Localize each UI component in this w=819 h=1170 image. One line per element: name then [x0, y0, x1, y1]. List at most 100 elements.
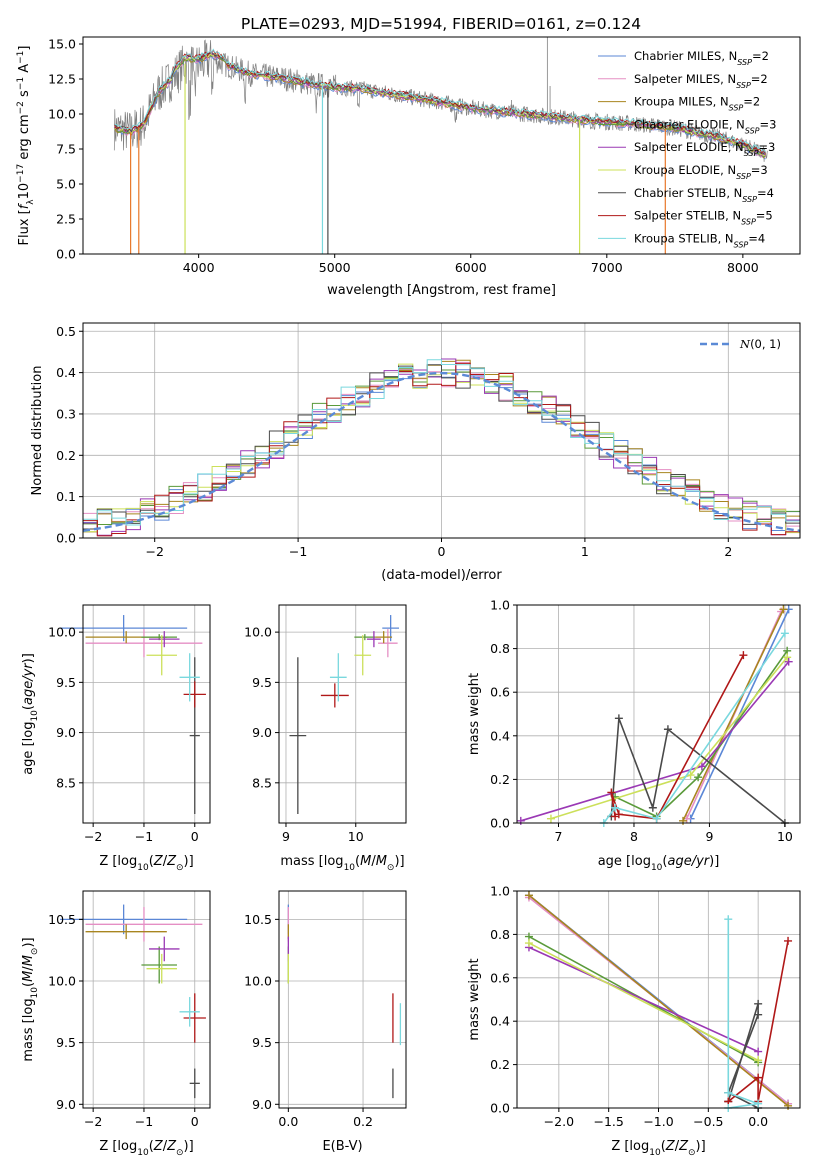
errorbar-kroupa-miles [85, 924, 167, 940]
x-tick-label: 0.0 [278, 1114, 298, 1129]
y-tick-label: 9.5 [252, 675, 272, 690]
x-tick-label: 2 [724, 544, 732, 559]
plot-frame [516, 604, 801, 824]
y-tick-label: 0.0 [56, 531, 76, 546]
series-point [516, 816, 525, 825]
series-point [652, 814, 661, 823]
x-tick-label: 6000 [455, 260, 487, 275]
series-point [724, 1088, 733, 1097]
y-tick-label: 9.0 [252, 725, 272, 740]
y-tick-label: 0.4 [56, 365, 76, 380]
y-tick-label: 0.6 [490, 970, 510, 985]
axes-mass-vs-EBV [279, 891, 406, 1108]
series-kroupa-stelib [599, 629, 789, 827]
model-line-chabrier-stelib [114, 51, 767, 155]
x-tick-label: −1 [289, 544, 307, 559]
series-point [694, 773, 703, 782]
errorbars-age-vs-Z [60, 615, 206, 814]
legend-label-kroupa-elodie: Kroupa ELODIE, NSSP=3 [634, 163, 768, 181]
series-line [528, 894, 789, 1107]
y-axis-label: mass weight [467, 958, 482, 1040]
x-axis-label: age [log10(age/yr)] [598, 854, 720, 873]
y-tick-label: 0.2 [490, 1057, 510, 1072]
plot-frame [82, 36, 801, 255]
x-tick-label: 5000 [319, 260, 351, 275]
series-point [648, 803, 657, 812]
frame-spectrum: 4000 5000 6000 7000 8000 0.0 2.5 5.0 7.5 10.0 12.5… [48, 36, 801, 275]
y-tick-label: 10.0 [244, 974, 272, 989]
x-axis-label: Z [log10(Z/Z⊙)] [611, 1139, 705, 1158]
y-tick-label: 12.5 [48, 72, 76, 87]
x-tick-label: 4000 [183, 260, 215, 275]
y-tick-label: 8.5 [252, 775, 272, 790]
errorbar-kroupa-miles [375, 631, 393, 644]
y-tick-label: 9.0 [56, 1097, 76, 1112]
legend-label-chabrier-elodie: Chabrier ELODIE, NSSP=3 [634, 117, 776, 135]
weight-lines-mass-weight-vs-age [516, 605, 793, 827]
x-tick-label: 7000 [591, 260, 623, 275]
errorbar-chabrier-elodie [141, 946, 177, 984]
y-tick-label: 0.1 [56, 489, 76, 504]
plot-frame [82, 890, 211, 1109]
series-point [724, 915, 733, 924]
axes-mass-vs-Z [83, 891, 210, 1108]
plot-frame [278, 604, 407, 824]
x-tick-label: 0.2 [353, 1114, 373, 1129]
x-tick-label: 0 [191, 1114, 199, 1129]
errorbar-salpeter-stelib [320, 683, 349, 708]
series-line [727, 1003, 759, 1109]
y-tick-label: 1.0 [490, 884, 510, 899]
errorbar-chabrier-stelib [189, 1068, 200, 1099]
frame-mass-vs-EBV: 0.0 0.2 9.0 9.5 10.0 10.5 [244, 890, 407, 1129]
y-tick-label: 10.0 [48, 625, 76, 640]
normal-curve [83, 371, 800, 532]
series-salpeter-elodie [524, 943, 763, 1056]
series-point [784, 936, 793, 945]
axes-age-vs-mass [279, 605, 406, 823]
series-line [614, 650, 788, 818]
residual-legend: N(0, 1) [700, 337, 781, 351]
axes-residuals [83, 323, 800, 539]
series-point [780, 629, 789, 638]
x-tick-label: −2 [145, 544, 163, 559]
x-axis-label: mass [log10(M/M⊙)] [280, 854, 404, 873]
series-chabrier-miles [686, 605, 793, 823]
spectrum-lines [113, 37, 768, 254]
legend-label-normal: N(0, 1) [739, 337, 781, 351]
series-point [754, 999, 763, 1008]
series-point [611, 803, 620, 812]
x-tick-label: 9 [282, 829, 290, 844]
x-tick-label: 0 [438, 544, 446, 559]
errorbar-kroupa-elodie [354, 635, 372, 676]
y-tick-label: 9.5 [56, 1035, 76, 1050]
series-line [727, 940, 789, 1103]
errorbar-chabrier-stelib [289, 657, 307, 814]
series-chabrier-stelib [724, 999, 763, 1112]
legend-label-salpeter-elodie: Salpeter ELODIE, NSSP=3 [634, 140, 775, 158]
y-tick-label: 9.0 [252, 1097, 272, 1112]
series-point [607, 788, 616, 797]
errorbar-salpeter-elodie [149, 631, 180, 648]
y-tick-label: 0.5 [56, 324, 76, 339]
model-line-kroupa-stelib [114, 48, 767, 153]
x-tick-label: 1 [581, 544, 589, 559]
y-tick-label: 10.5 [244, 912, 272, 927]
frame-age-vs-Z: −2 −1 0 8.5 9.0 9.5 10.0 [48, 604, 211, 844]
errorbar-salpeter-miles [85, 907, 203, 942]
series-point [754, 1056, 763, 1065]
errorbar-chabrier-stelib [189, 657, 200, 814]
series-point [754, 1047, 763, 1056]
x-tick-label: −2 [84, 1114, 102, 1129]
x-axis-label: (data-model)/error [381, 568, 502, 583]
frame-mass-weight-vs-age: 7 8 9 10 0.0 0.2 0.4 0.6 0.8 1.0 [490, 598, 801, 844]
series-point [614, 714, 623, 723]
y-tick-label: 0.2 [490, 772, 510, 787]
model-line-salpeter-stelib [113, 49, 767, 154]
plot-frame [278, 890, 407, 1109]
y-axis-label: Flux [fλ10−17 erg cm−2 s−1 A−1] [16, 46, 36, 246]
x-tick-label: −0.5 [693, 1114, 723, 1129]
errorbar-salpeter-stelib [183, 681, 206, 708]
series-line [682, 609, 785, 822]
y-tick-label: 0.8 [490, 641, 510, 656]
x-tick-label: 10 [777, 829, 793, 844]
